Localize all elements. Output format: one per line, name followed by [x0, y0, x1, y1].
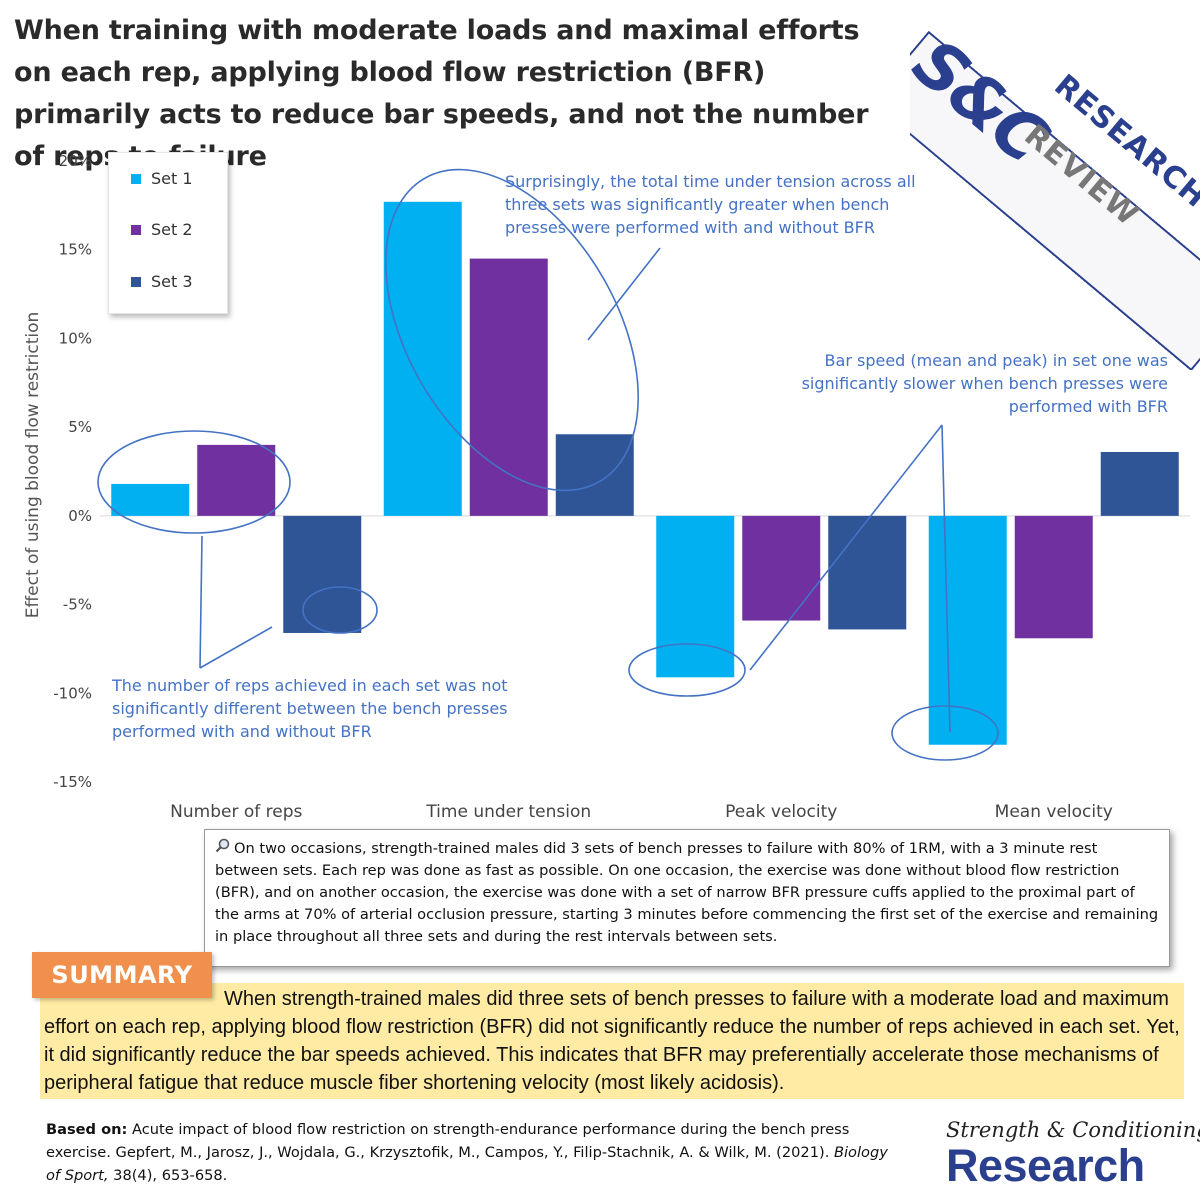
- legend-item-set-3: Set 3: [131, 272, 193, 291]
- y-tick-label: 20%: [59, 152, 92, 170]
- x-category-label: Mean velocity: [995, 802, 1113, 822]
- x-category-label: Time under tension: [425, 802, 591, 822]
- x-category-label: Number of reps: [170, 802, 302, 822]
- highlight-ellipse-peak-velocity: [628, 643, 746, 697]
- bar-set-1-mean-velocity: [928, 515, 1007, 745]
- source-label: Based on:: [46, 1121, 128, 1138]
- highlight-ellipse-time-under-tension: [385, 168, 639, 492]
- method-description: On two occasions, strength-trained males…: [204, 829, 1170, 967]
- bar-set-3-time-under-tension: [555, 434, 634, 516]
- summary-text: When strength-trained males did three se…: [44, 988, 1180, 1094]
- bars: [111, 201, 1179, 745]
- headline: When training with moderate loads and ma…: [14, 15, 869, 172]
- method-text: On two occasions, strength-trained males…: [215, 840, 1159, 945]
- magnifier-icon: [215, 838, 230, 860]
- bar-set-1-time-under-tension: [383, 201, 462, 516]
- annotation-bar-speed: Bar speed (mean and peak) in set one was…: [801, 351, 1168, 416]
- source-citation: Based on: Acute impact of blood flow res…: [46, 1118, 906, 1187]
- y-axis-label: Effect of using blood flow restriction: [23, 312, 43, 619]
- bar-set-2-number-of-reps: [197, 444, 276, 516]
- legend-swatch-set-3: [131, 277, 141, 287]
- legend-swatch-set-2: [131, 225, 141, 235]
- annotation-shapes: [97, 168, 999, 761]
- legend: Set 1 Set 2 Set 3: [108, 152, 228, 314]
- pointer-line: [749, 424, 943, 671]
- y-tick-label: 0%: [68, 507, 92, 525]
- x-axis-labels: Number of reps Time under tension Peak vel…: [170, 802, 1113, 822]
- bar-set-2-mean-velocity: [1014, 515, 1093, 639]
- pointer-line: [199, 626, 273, 669]
- brand-line-2: Research: [946, 1140, 1145, 1191]
- summary-label: SUMMARY: [32, 952, 212, 998]
- legend-item-set-2: Set 2: [131, 220, 193, 239]
- legend-label-set-3: Set 3: [151, 272, 193, 291]
- y-tick-label: -5%: [63, 596, 92, 614]
- pointer-line: [587, 247, 661, 341]
- bar-set-1-number-of-reps: [111, 483, 190, 516]
- bar-set-2-time-under-tension: [469, 258, 548, 516]
- bar-set-3-number-of-reps: [283, 515, 362, 633]
- y-axis-ticks: 20% 15% 10% 5% 0% -5% -10% -15%: [53, 152, 92, 791]
- bar-set-2-peak-velocity: [742, 515, 821, 621]
- x-category-label: Peak velocity: [725, 802, 837, 822]
- source-journal: Biology of Sport,: [46, 1144, 888, 1184]
- bar-set-3-mean-velocity: [1100, 451, 1179, 516]
- annotation-time-under-tension: Surprisingly, the total time under tensi…: [505, 172, 916, 237]
- summary-panel: [40, 983, 1184, 1099]
- brand-line-1: Strength & Conditioning: [946, 1118, 1200, 1142]
- pointer-line: [941, 424, 951, 733]
- bar-chart: 20% 15% 10% 5% 0% -5% -10% -15% Number of reps T…: [23, 152, 1190, 822]
- bar-set-1-peak-velocity: [656, 515, 735, 678]
- y-tick-label: -15%: [53, 773, 92, 791]
- highlight-ellipse-reps: [97, 430, 291, 534]
- y-tick-label: 15%: [59, 241, 92, 259]
- legend-label-set-2: Set 2: [151, 220, 193, 239]
- source-pages: 38(4), 653-658.: [113, 1167, 228, 1184]
- legend-swatch-set-1: [131, 174, 141, 184]
- highlight-ellipse-reps-set3: [302, 586, 378, 634]
- legend-label-set-1: Set 1: [151, 169, 193, 188]
- y-tick-label: -10%: [53, 684, 92, 702]
- source-text: Acute impact of blood flow restriction o…: [46, 1121, 850, 1161]
- y-tick-label: 10%: [59, 329, 92, 347]
- y-tick-label: 5%: [68, 418, 92, 436]
- annotation-number-of-reps: The number of reps achieved in each set …: [112, 676, 508, 741]
- pointer-line: [199, 535, 203, 669]
- highlight-ellipse-mean-velocity: [891, 705, 999, 761]
- legend-item-set-1: Set 1: [131, 169, 193, 188]
- bar-set-3-peak-velocity: [828, 515, 907, 630]
